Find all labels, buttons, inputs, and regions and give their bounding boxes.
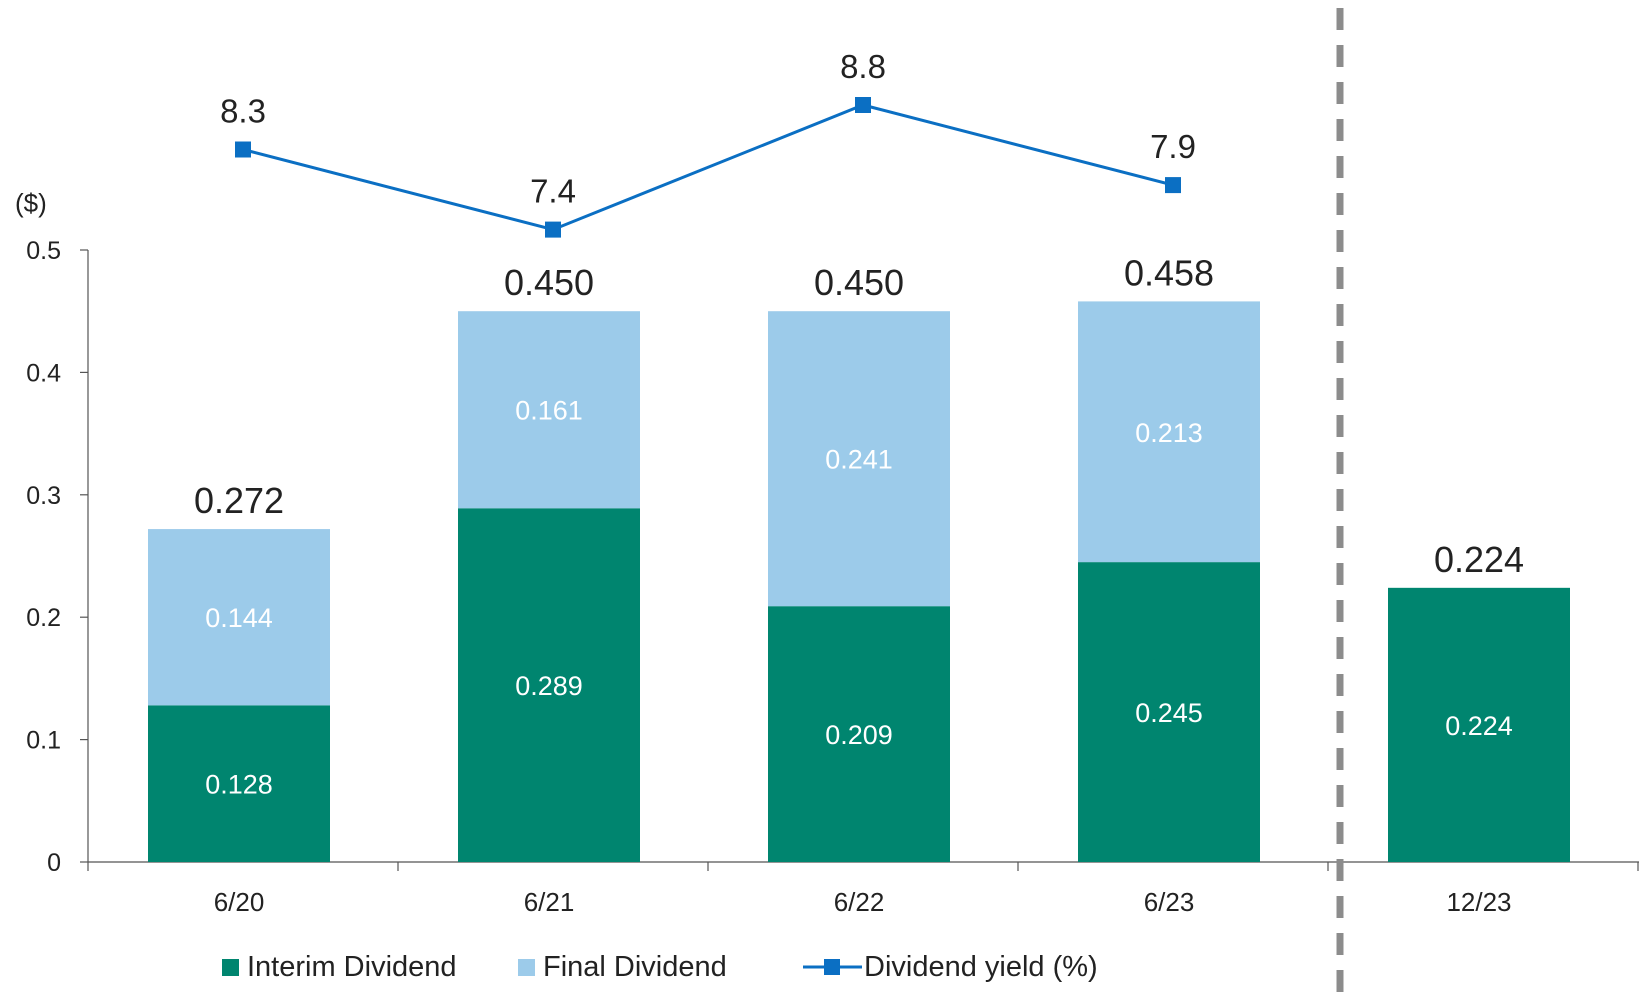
legend-swatch-interim <box>222 959 239 976</box>
legend-label-yield: Dividend yield (%) <box>864 951 1098 983</box>
legend-label-interim: Interim Dividend <box>247 951 457 983</box>
bar-label-final: 0.241 <box>825 445 893 475</box>
bar-total-label: 0.450 <box>814 262 904 303</box>
bar-label-interim: 0.245 <box>1135 698 1203 728</box>
bar-interim-dividend <box>1388 587 1570 862</box>
x-tick-label: 6/20 <box>214 887 265 917</box>
bar-label-interim: 0.209 <box>825 720 893 750</box>
y-tick-label: 0.1 <box>26 727 61 755</box>
y-axis-unit-label: ($) <box>15 188 47 218</box>
bar-interim-dividend <box>148 705 330 862</box>
bar-total-label: 0.450 <box>504 262 594 303</box>
bar-final-dividend <box>768 311 950 607</box>
legend-marker-yield <box>824 959 840 975</box>
x-tick-label: 6/21 <box>524 887 575 917</box>
bar-labels-group: 0.128 0.144 0.289 0.161 0.209 0.241 0.245 0.213… <box>205 396 1513 800</box>
bar-label-interim: 0.224 <box>1445 711 1513 741</box>
bar-interim-dividend <box>458 508 640 862</box>
yield-line <box>242 103 1174 232</box>
yield-value-label: 7.4 <box>530 173 576 210</box>
bar-label-interim: 0.289 <box>515 671 583 701</box>
x-tick-label: 6/23 <box>1144 887 1195 917</box>
legend-swatch-final <box>518 959 535 976</box>
bar-final-dividend <box>1078 301 1260 563</box>
yield-marker <box>855 97 871 113</box>
bar-label-final: 0.144 <box>205 603 273 633</box>
bar-label-final: 0.213 <box>1135 418 1203 448</box>
yield-marker <box>235 141 251 158</box>
yield-line-group: 8.3 7.4 8.8 7.9 <box>220 48 1196 238</box>
bar-label-interim: 0.128 <box>205 770 273 800</box>
bar-total-label: 0.224 <box>1434 539 1524 580</box>
bar-final-dividend <box>458 311 640 509</box>
bar-interim-dividend <box>1078 562 1260 862</box>
y-tick-label: 0.5 <box>26 237 61 265</box>
bar-final-dividend <box>148 529 330 706</box>
bars-group <box>148 301 1570 862</box>
legend: Interim Dividend Final Dividend Dividend y… <box>222 951 1098 983</box>
yield-value-label: 8.3 <box>220 93 266 130</box>
bar-interim-dividend <box>768 606 950 862</box>
yield-marker <box>1165 177 1181 194</box>
x-tick-label: 12/23 <box>1446 887 1511 917</box>
x-tick-label: 6/22 <box>834 887 885 917</box>
bar-label-final: 0.161 <box>515 396 583 426</box>
yield-value-label: 7.9 <box>1150 128 1196 165</box>
yield-value-label: 8.8 <box>840 48 886 85</box>
yield-marker <box>545 221 561 238</box>
y-tick-label: 0.3 <box>26 482 61 510</box>
y-tick-label: 0 <box>47 849 61 877</box>
x-axis: 6/20 6/21 6/22 6/23 12/23 <box>87 861 1639 917</box>
bar-total-label: 0.272 <box>194 480 284 521</box>
y-tick-label: 0.4 <box>26 359 61 387</box>
y-axis: 0 0.1 0.2 0.3 0.4 0.5 <box>26 237 89 877</box>
y-tick-label: 0.2 <box>26 604 61 632</box>
bar-total-label: 0.458 <box>1124 252 1214 293</box>
total-labels-group: 0.272 0.450 0.450 0.458 0.224 <box>194 252 1524 579</box>
legend-label-final: Final Dividend <box>543 951 727 983</box>
